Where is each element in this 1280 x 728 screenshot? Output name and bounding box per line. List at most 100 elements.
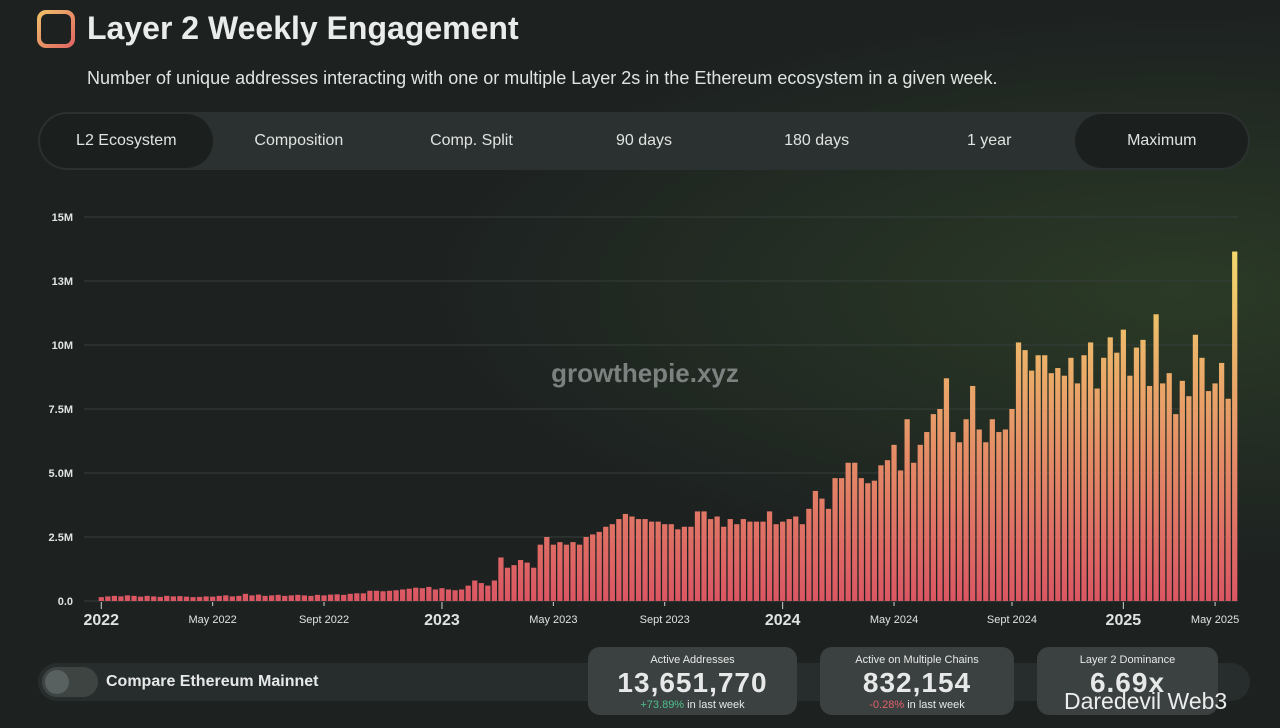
bar: [694, 511, 701, 601]
bar: [282, 595, 288, 601]
bar: [445, 589, 452, 601]
bar: [760, 521, 766, 601]
bar: [203, 596, 209, 601]
x-tick-label: 2025: [1106, 612, 1142, 629]
bar: [793, 516, 799, 601]
bar: [478, 583, 484, 601]
tab[interactable]: Composition: [254, 132, 344, 149]
bar: [1173, 414, 1179, 601]
tab[interactable]: 180 days: [784, 132, 850, 149]
bar: [183, 596, 190, 601]
bar: [1022, 350, 1028, 601]
bar: [504, 567, 511, 601]
y-tick-label: 7.5M: [49, 404, 73, 416]
stat-label: Layer 2 Dominance: [1079, 654, 1176, 666]
bar: [662, 524, 668, 601]
bar: [806, 508, 812, 601]
bar: [210, 596, 216, 601]
page-title: Layer 2 Weekly Engagement: [87, 10, 519, 46]
toggle-switch[interactable]: [42, 667, 98, 697]
x-tick-label: May 2023: [529, 614, 577, 626]
bar: [616, 519, 622, 601]
bar: [255, 594, 262, 601]
bar: [118, 596, 124, 601]
bar: [544, 537, 550, 601]
bar: [1029, 370, 1035, 601]
bar: [812, 490, 819, 601]
bar: [1225, 398, 1231, 601]
bar: [753, 521, 760, 601]
y-tick-label: 0.0: [58, 596, 73, 608]
bar: [734, 524, 740, 601]
y-tick-label: 2.5M: [49, 532, 73, 544]
bar: [1061, 375, 1067, 601]
toggle-label: Compare Ethereum Mainnet: [106, 673, 319, 690]
bar: [334, 594, 340, 601]
bar: [1212, 383, 1218, 601]
bar: [629, 516, 635, 601]
bar: [137, 596, 144, 601]
bar: [170, 596, 176, 601]
bar: [721, 526, 727, 601]
tab[interactable]: 90 days: [616, 132, 673, 149]
bar: [937, 409, 943, 601]
bar: [354, 593, 360, 601]
bar: [452, 590, 458, 601]
bar: [472, 580, 478, 601]
bar: [688, 526, 694, 601]
stat-value: 13,651,770: [617, 667, 768, 698]
bar: [517, 560, 524, 601]
bar: [786, 519, 792, 601]
bar: [242, 593, 249, 601]
bar: [1042, 355, 1048, 601]
bar: [884, 460, 891, 601]
bar: [1186, 396, 1192, 601]
bar: [432, 589, 439, 601]
bar: [164, 595, 170, 601]
bar: [288, 595, 294, 601]
y-tick-label: 10M: [52, 340, 73, 352]
bar: [400, 589, 406, 601]
bar: [249, 595, 255, 601]
bar: [550, 544, 556, 601]
bar: [1074, 383, 1081, 601]
bar: [780, 521, 786, 601]
bar: [1094, 388, 1100, 601]
bar: [157, 596, 163, 601]
tab[interactable]: L2 Ecosystem: [40, 114, 213, 168]
bar: [1160, 383, 1166, 601]
bar: [491, 580, 497, 601]
bar: [1219, 362, 1225, 601]
bar: [1166, 373, 1172, 601]
bar: [1081, 355, 1087, 601]
bar: [583, 537, 589, 601]
bar: [832, 478, 838, 601]
bar: [1101, 357, 1107, 601]
bar: [177, 596, 183, 601]
bar: [1107, 337, 1113, 601]
watermark: growthepie.xyz: [551, 358, 739, 388]
stat-note: in last week: [907, 699, 965, 711]
bar: [1153, 314, 1159, 601]
bar: [904, 419, 910, 601]
bar: [839, 478, 845, 601]
bar: [1192, 334, 1199, 601]
x-tick-label: 2022: [83, 612, 119, 629]
page-subtitle: Number of unique addresses interacting w…: [87, 68, 998, 88]
tab[interactable]: Comp. Split: [430, 132, 513, 149]
bar: [524, 562, 530, 601]
bar: [681, 526, 687, 601]
bar: [190, 597, 196, 601]
y-tick-label: 13M: [52, 276, 73, 288]
bar: [878, 465, 884, 601]
bar: [773, 524, 779, 601]
bar: [321, 595, 327, 601]
bar: [766, 511, 773, 601]
stat-label: Active on Multiple Chains: [855, 654, 979, 666]
bar: [963, 419, 969, 601]
tab[interactable]: Maximum: [1075, 114, 1249, 168]
tab[interactable]: 1 year: [966, 132, 1012, 149]
bar: [727, 519, 733, 601]
bar: [1087, 342, 1094, 601]
